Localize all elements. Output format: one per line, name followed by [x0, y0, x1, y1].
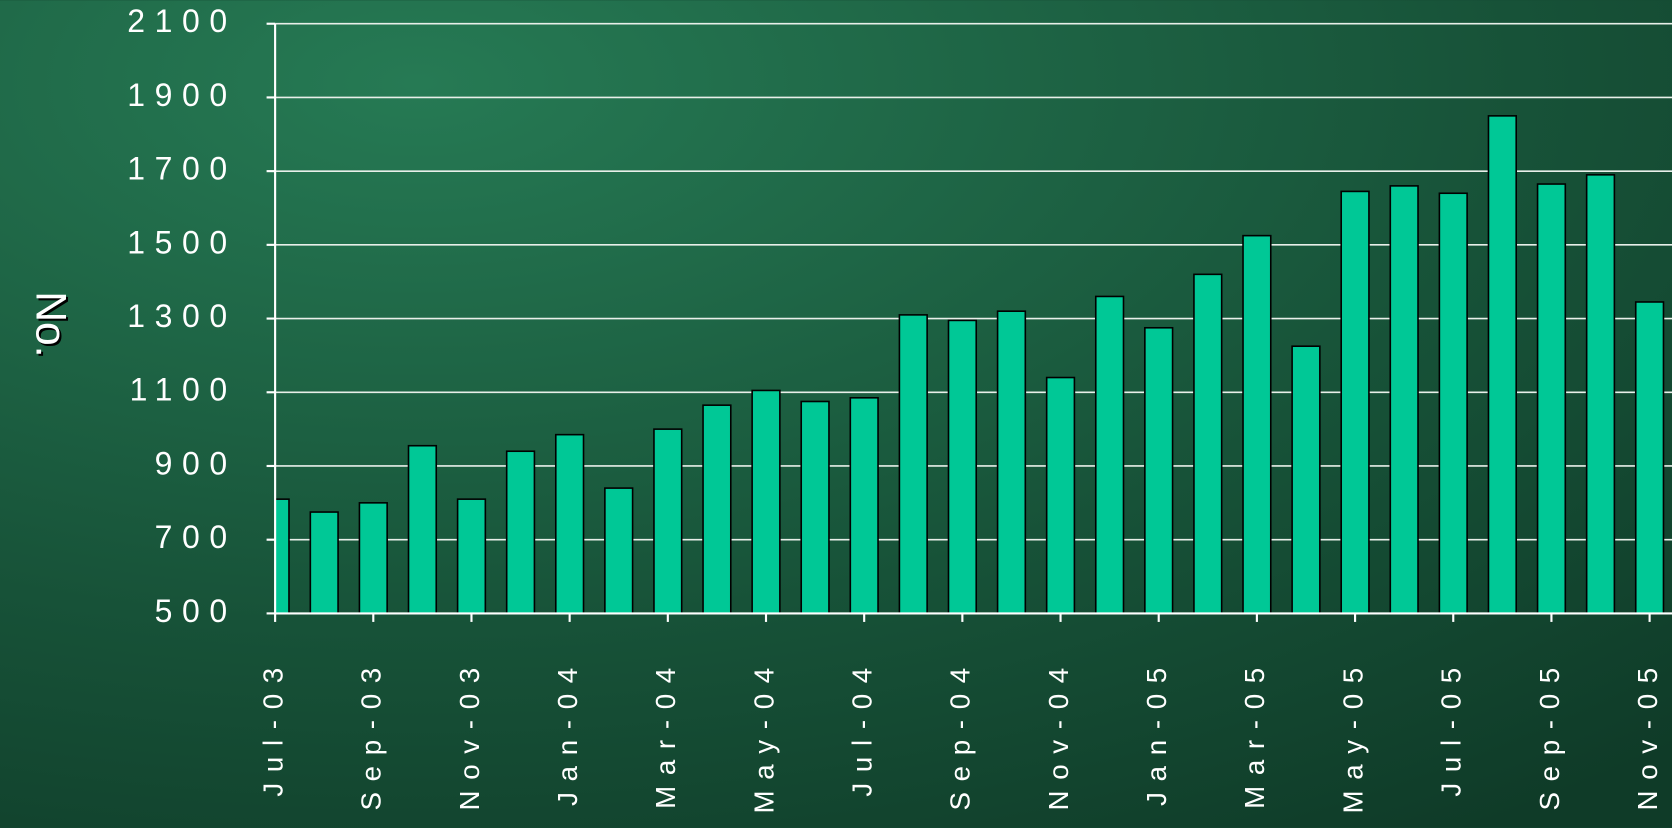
bar: [1094, 295, 1125, 615]
bar: [702, 404, 732, 615]
bar: [849, 397, 879, 615]
x-tick-label: Nov-03: [454, 657, 485, 810]
bar: [604, 487, 634, 615]
x-tick-label: May-05: [1337, 657, 1368, 813]
bar: [751, 389, 781, 615]
bar: [505, 450, 536, 615]
y-axis-label-shadow: No.: [28, 293, 76, 359]
bar: [1291, 345, 1321, 615]
x-tick-label: Sep-04: [945, 657, 976, 810]
bar: [456, 498, 487, 615]
x-tick-label: Mar-04: [650, 657, 681, 809]
bar: [1438, 192, 1468, 615]
x-tick-label: Jul-05: [1436, 657, 1467, 796]
bar: [1389, 185, 1419, 615]
bar: [1340, 190, 1370, 615]
bar: [947, 319, 978, 615]
x-tick-label: Nov-04: [1043, 657, 1074, 810]
bar: [800, 400, 830, 615]
x-tick-label: Jan-04: [552, 657, 583, 806]
x-tick-label: Jul-04: [847, 657, 878, 796]
bar: [407, 444, 438, 615]
bar: [1487, 115, 1518, 615]
bar: [1045, 376, 1076, 615]
x-tick-label: Sep-05: [1534, 657, 1565, 810]
bar: [1634, 301, 1665, 615]
bar: [275, 498, 290, 615]
bar: [898, 314, 928, 615]
bar: [1144, 326, 1174, 615]
y-tick-label: 1500: [127, 224, 237, 260]
y-tick-label: 1700: [127, 151, 237, 187]
x-tick-label: Sep-03: [356, 657, 387, 810]
y-tick-label: 500: [155, 593, 237, 629]
y-axis-label: No.: [26, 291, 74, 357]
bar: [1242, 234, 1272, 615]
bar: [1536, 183, 1567, 615]
x-tick-label: May-04: [748, 657, 779, 813]
y-tick-label: 700: [155, 519, 237, 555]
bar: [1193, 273, 1223, 615]
bar: [309, 511, 339, 615]
x-tick-label: Jan-05: [1141, 657, 1172, 806]
bar: [554, 433, 585, 615]
y-tick-label: 1300: [127, 298, 237, 334]
bar: [996, 310, 1027, 615]
bar: [1585, 174, 1616, 615]
y-tick-label: 900: [155, 445, 237, 481]
y-tick-label: 1100: [130, 372, 237, 408]
x-tick-label: Jul-03: [257, 657, 288, 796]
bar: [358, 502, 388, 615]
y-tick-label: 2100: [127, 3, 237, 39]
bar: [653, 428, 683, 615]
x-tick-label: Nov-05: [1632, 657, 1663, 810]
x-tick-label: Mar-05: [1239, 657, 1270, 809]
y-tick-label: 1900: [127, 77, 237, 113]
